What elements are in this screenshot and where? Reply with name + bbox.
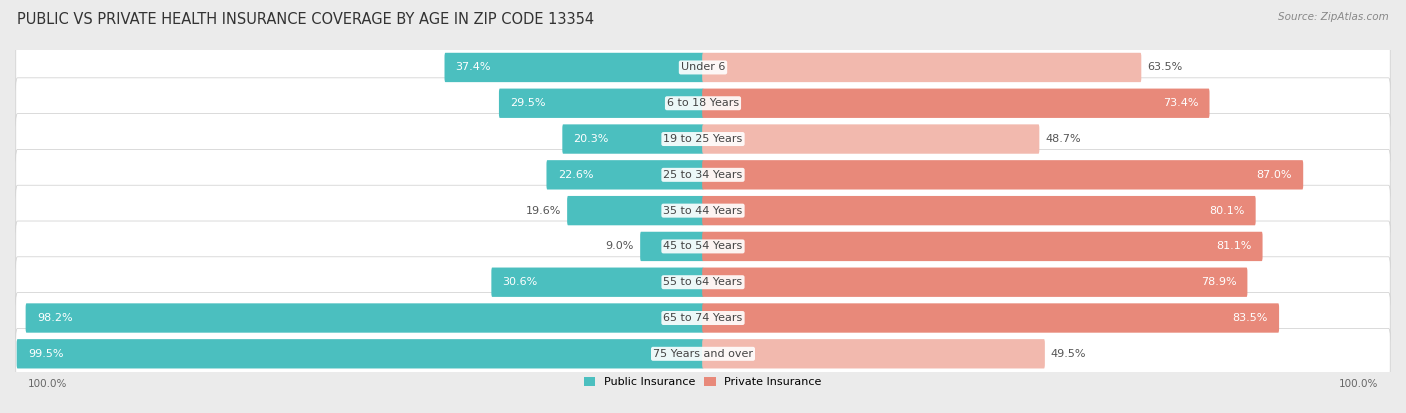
FancyBboxPatch shape [18,147,1388,203]
Text: 87.0%: 87.0% [1257,170,1292,180]
Text: 25 to 34 Years: 25 to 34 Years [664,170,742,180]
FancyBboxPatch shape [547,160,704,190]
FancyBboxPatch shape [702,339,1045,368]
FancyBboxPatch shape [567,196,704,225]
Text: 100.0%: 100.0% [28,379,67,389]
FancyBboxPatch shape [18,40,1388,95]
FancyBboxPatch shape [15,257,1391,308]
FancyBboxPatch shape [702,196,1256,225]
FancyBboxPatch shape [491,268,704,297]
Text: 49.5%: 49.5% [1050,349,1087,359]
Text: 6 to 18 Years: 6 to 18 Years [666,98,740,108]
FancyBboxPatch shape [499,88,704,118]
Text: 78.9%: 78.9% [1201,277,1236,287]
FancyBboxPatch shape [18,218,1388,274]
Text: 99.5%: 99.5% [28,349,63,359]
Text: 30.6%: 30.6% [502,277,537,287]
FancyBboxPatch shape [702,303,1279,333]
FancyBboxPatch shape [702,124,1039,154]
Text: 37.4%: 37.4% [456,62,491,72]
FancyBboxPatch shape [702,160,1303,190]
Text: 73.4%: 73.4% [1163,98,1198,108]
FancyBboxPatch shape [702,53,1142,82]
Text: 35 to 44 Years: 35 to 44 Years [664,206,742,216]
FancyBboxPatch shape [444,53,704,82]
FancyBboxPatch shape [25,303,704,333]
FancyBboxPatch shape [18,111,1388,167]
Text: 98.2%: 98.2% [37,313,73,323]
Text: 48.7%: 48.7% [1046,134,1081,144]
FancyBboxPatch shape [17,339,704,368]
Text: 81.1%: 81.1% [1216,242,1251,252]
FancyBboxPatch shape [18,326,1388,382]
FancyBboxPatch shape [562,124,704,154]
Text: 20.3%: 20.3% [574,134,609,144]
FancyBboxPatch shape [15,42,1391,93]
Text: Source: ZipAtlas.com: Source: ZipAtlas.com [1278,12,1389,22]
Text: 19 to 25 Years: 19 to 25 Years [664,134,742,144]
FancyBboxPatch shape [15,150,1391,200]
FancyBboxPatch shape [15,221,1391,272]
FancyBboxPatch shape [18,290,1388,346]
Text: 9.0%: 9.0% [606,242,634,252]
Text: PUBLIC VS PRIVATE HEALTH INSURANCE COVERAGE BY AGE IN ZIP CODE 13354: PUBLIC VS PRIVATE HEALTH INSURANCE COVER… [17,12,593,27]
FancyBboxPatch shape [15,185,1391,236]
Text: 65 to 74 Years: 65 to 74 Years [664,313,742,323]
Text: 100.0%: 100.0% [1339,379,1378,389]
FancyBboxPatch shape [702,232,1263,261]
FancyBboxPatch shape [15,328,1391,379]
FancyBboxPatch shape [18,183,1388,239]
Text: 22.6%: 22.6% [558,170,593,180]
Text: 55 to 64 Years: 55 to 64 Years [664,277,742,287]
FancyBboxPatch shape [15,78,1391,129]
Text: 63.5%: 63.5% [1147,62,1182,72]
FancyBboxPatch shape [18,75,1388,131]
FancyBboxPatch shape [18,254,1388,310]
FancyBboxPatch shape [15,292,1391,344]
Text: 45 to 54 Years: 45 to 54 Years [664,242,742,252]
Text: 75 Years and over: 75 Years and over [652,349,754,359]
Text: 83.5%: 83.5% [1233,313,1268,323]
Text: 29.5%: 29.5% [510,98,546,108]
Text: Under 6: Under 6 [681,62,725,72]
FancyBboxPatch shape [702,268,1247,297]
FancyBboxPatch shape [15,114,1391,164]
FancyBboxPatch shape [702,88,1209,118]
Text: 19.6%: 19.6% [526,206,561,216]
FancyBboxPatch shape [640,232,704,261]
Legend: Public Insurance, Private Insurance: Public Insurance, Private Insurance [579,373,827,392]
Text: 80.1%: 80.1% [1209,206,1244,216]
